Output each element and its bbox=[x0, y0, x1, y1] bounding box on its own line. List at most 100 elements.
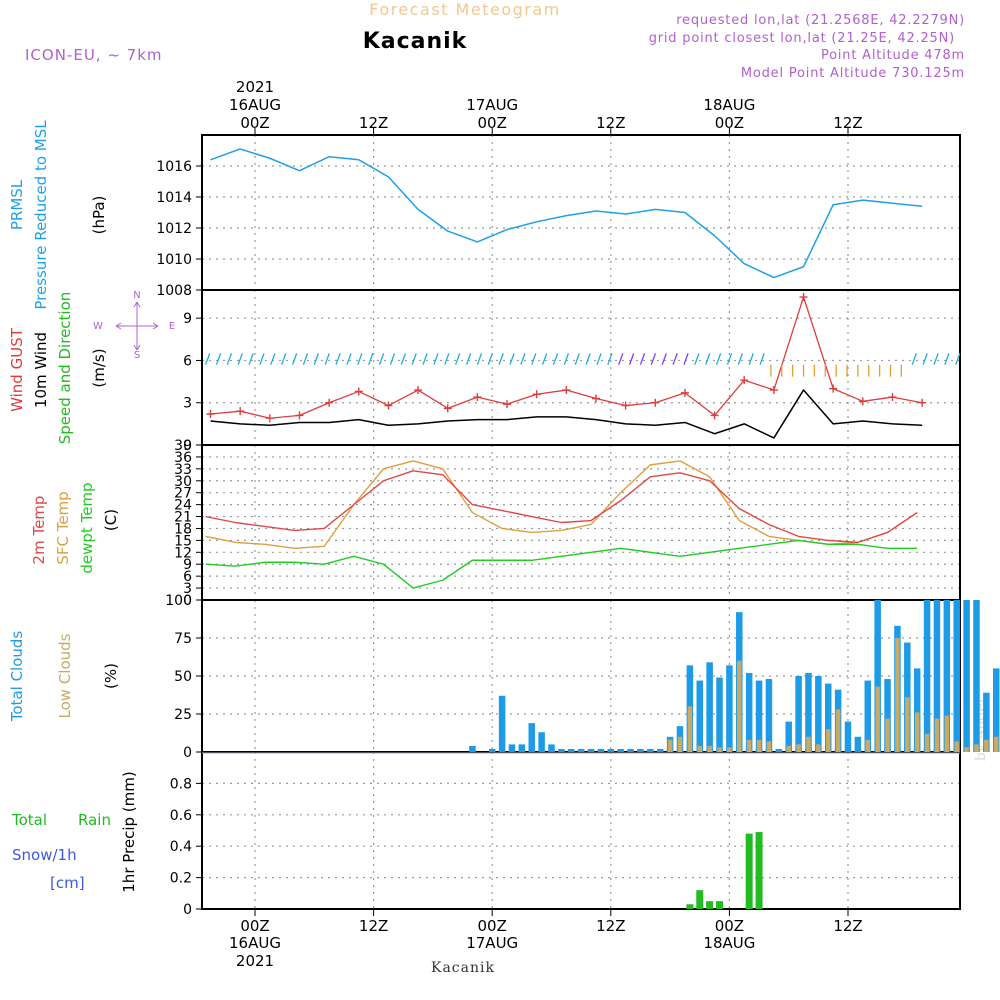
year-label-top: 2021 bbox=[236, 78, 274, 96]
wind-arrow bbox=[944, 353, 950, 365]
date-label-bottom: 17AUG bbox=[466, 934, 518, 952]
total-clouds-bar bbox=[775, 748, 783, 752]
sfc-temp-line bbox=[205, 460, 918, 550]
wind-arrow bbox=[498, 353, 504, 365]
y-tick-label: 36 bbox=[174, 450, 192, 466]
time-label-bottom: 12Z bbox=[833, 917, 862, 935]
low-clouds-bar bbox=[717, 747, 722, 752]
gust-point bbox=[858, 397, 867, 406]
temp-label: 2m Temp bbox=[30, 496, 48, 565]
wind-arrow bbox=[422, 353, 428, 365]
gust-point bbox=[473, 393, 482, 402]
total-label: Total bbox=[11, 811, 47, 829]
date-label-top: 17AUG bbox=[466, 96, 518, 114]
low-clouds-bar bbox=[697, 745, 702, 752]
low-clouds-bar bbox=[727, 747, 732, 752]
y-tick-label: 15 bbox=[174, 533, 192, 549]
time-label-top: 12Z bbox=[596, 114, 625, 132]
2m-temp-line bbox=[205, 470, 918, 544]
wind-arrow bbox=[476, 353, 483, 365]
requested-coords: requested lon,lat (21.2568E, 42.2279N) bbox=[676, 13, 965, 28]
wind-dir-label: Speed and Direction bbox=[56, 292, 74, 445]
pressure-unit: (hPa) bbox=[90, 196, 108, 235]
gust-point bbox=[295, 411, 304, 420]
low-clouds-bar bbox=[667, 739, 673, 752]
sfc-temp-label: SFC Temp bbox=[54, 491, 72, 564]
wind-arrow bbox=[411, 353, 417, 365]
total-clouds-bar bbox=[469, 745, 476, 752]
compass-e: E bbox=[169, 321, 175, 332]
low-clouds-bar bbox=[677, 736, 683, 752]
date-label-bottom: 18AUG bbox=[703, 934, 755, 952]
wind-arrow bbox=[215, 353, 222, 365]
y-tick-label: 9 bbox=[183, 557, 192, 573]
wind-arrow bbox=[607, 353, 613, 365]
y-tick-label: 24 bbox=[174, 498, 192, 514]
gust-point bbox=[206, 410, 215, 418]
total-clouds-bar bbox=[647, 748, 654, 752]
gust-point bbox=[621, 401, 630, 410]
wind-label: 10m Wind bbox=[32, 332, 50, 408]
low-clouds-bar bbox=[707, 745, 712, 752]
total-clouds-bar bbox=[716, 677, 723, 752]
point-altitude: Point Altitude 478m bbox=[821, 48, 965, 63]
rain-bar bbox=[745, 833, 753, 909]
low-clouds-bar bbox=[944, 715, 950, 752]
gust-point bbox=[414, 386, 423, 395]
y-tick-label: 3 bbox=[183, 396, 192, 412]
wind-arrow bbox=[672, 353, 678, 365]
wind-arrow bbox=[748, 353, 754, 365]
total-clouds-bar bbox=[874, 600, 881, 752]
y-tick-label: 0 bbox=[183, 438, 192, 454]
wind-arrow bbox=[248, 353, 254, 365]
total-clouds-bar bbox=[864, 680, 872, 752]
total-clouds-bar bbox=[568, 748, 575, 752]
wind-arrow bbox=[204, 353, 211, 365]
wind-arrow bbox=[509, 353, 515, 365]
wind-arrow bbox=[302, 353, 309, 365]
total-clouds-bar bbox=[696, 680, 703, 752]
date-label-top: 18AUG bbox=[703, 96, 755, 114]
low-clouds-bar bbox=[875, 686, 880, 752]
total-clouds-bar bbox=[597, 748, 605, 752]
low-clouds-bar bbox=[816, 744, 821, 752]
wind-arrow bbox=[270, 353, 276, 365]
total-clouds-bar bbox=[745, 672, 753, 752]
time-label-top: 00Z bbox=[478, 114, 507, 132]
total-clouds-bar bbox=[993, 668, 1000, 752]
wind-arrow bbox=[759, 353, 765, 365]
pressure-line bbox=[210, 148, 923, 279]
gust-point bbox=[532, 390, 541, 399]
time-label-bottom: 00Z bbox=[478, 917, 507, 935]
wind-arrow bbox=[737, 353, 744, 365]
low-clouds-bar bbox=[756, 739, 762, 752]
wind-arrow bbox=[531, 353, 537, 365]
total-clouds-bar bbox=[815, 676, 822, 752]
time-label-top: 00Z bbox=[240, 114, 269, 132]
wind-arrow bbox=[400, 353, 406, 365]
total-clouds-bar bbox=[765, 679, 773, 752]
low-clouds-bar bbox=[895, 638, 900, 752]
low-clouds-bar bbox=[964, 747, 969, 752]
super-title: Forecast Meteogram bbox=[369, 0, 560, 19]
time-label-top: 12Z bbox=[359, 114, 388, 132]
low-clouds-bar bbox=[737, 660, 742, 752]
total-clouds-bar bbox=[844, 721, 852, 752]
total-clouds-bar bbox=[755, 680, 763, 752]
y-tick-label: 9 bbox=[183, 311, 192, 327]
pressure-label-long: Pressure Reduced to MSL bbox=[32, 120, 50, 310]
low-clouds-bar bbox=[994, 736, 999, 752]
date-label-top: 16AUG bbox=[229, 96, 281, 114]
low-clouds-bar bbox=[914, 712, 920, 752]
y-tick-label: 33 bbox=[174, 462, 192, 478]
rain-bar bbox=[755, 832, 763, 909]
compass-w: W bbox=[93, 321, 103, 332]
pressure-label-short: PRMSL bbox=[8, 179, 26, 230]
wind-arrow bbox=[552, 353, 559, 365]
model-altitude: Model Point Altitude 730.125m bbox=[741, 66, 965, 81]
rain-bar bbox=[696, 890, 704, 909]
wind-arrow bbox=[389, 353, 396, 365]
y-tick-label: 0 bbox=[183, 902, 192, 918]
y-tick-label: 0 bbox=[183, 745, 192, 761]
total-clouds-bar bbox=[577, 748, 585, 752]
